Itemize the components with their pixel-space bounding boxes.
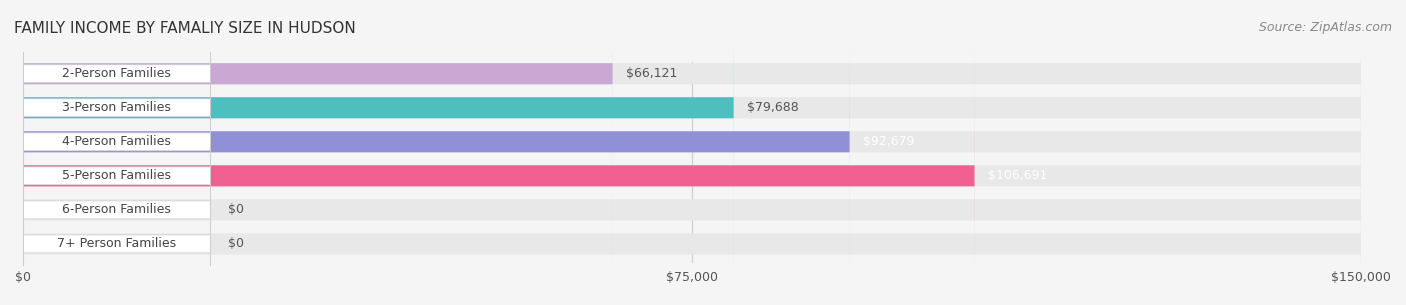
Text: 6-Person Families: 6-Person Families [62, 203, 172, 216]
Text: $66,121: $66,121 [626, 67, 678, 80]
Text: $0: $0 [228, 237, 245, 250]
Text: $79,688: $79,688 [747, 101, 799, 114]
Text: 2-Person Families: 2-Person Families [62, 67, 172, 80]
Text: $0: $0 [228, 203, 245, 216]
FancyBboxPatch shape [22, 0, 211, 305]
FancyBboxPatch shape [22, 0, 1361, 305]
FancyBboxPatch shape [22, 0, 1361, 305]
FancyBboxPatch shape [22, 0, 211, 305]
Text: 4-Person Families: 4-Person Families [62, 135, 172, 148]
Text: Source: ZipAtlas.com: Source: ZipAtlas.com [1258, 21, 1392, 34]
FancyBboxPatch shape [22, 0, 211, 305]
FancyBboxPatch shape [22, 0, 974, 305]
FancyBboxPatch shape [22, 0, 849, 305]
FancyBboxPatch shape [22, 0, 613, 305]
Text: 7+ Person Families: 7+ Person Families [58, 237, 176, 250]
Text: FAMILY INCOME BY FAMALIY SIZE IN HUDSON: FAMILY INCOME BY FAMALIY SIZE IN HUDSON [14, 21, 356, 36]
Text: 5-Person Families: 5-Person Families [62, 169, 172, 182]
FancyBboxPatch shape [22, 0, 211, 305]
FancyBboxPatch shape [22, 0, 1361, 305]
Text: $106,691: $106,691 [988, 169, 1047, 182]
FancyBboxPatch shape [22, 0, 1361, 305]
Text: 3-Person Families: 3-Person Families [62, 101, 172, 114]
FancyBboxPatch shape [22, 0, 211, 305]
FancyBboxPatch shape [22, 0, 734, 305]
FancyBboxPatch shape [22, 0, 211, 305]
Text: $92,679: $92,679 [863, 135, 915, 148]
FancyBboxPatch shape [22, 0, 1361, 305]
FancyBboxPatch shape [22, 0, 1361, 305]
